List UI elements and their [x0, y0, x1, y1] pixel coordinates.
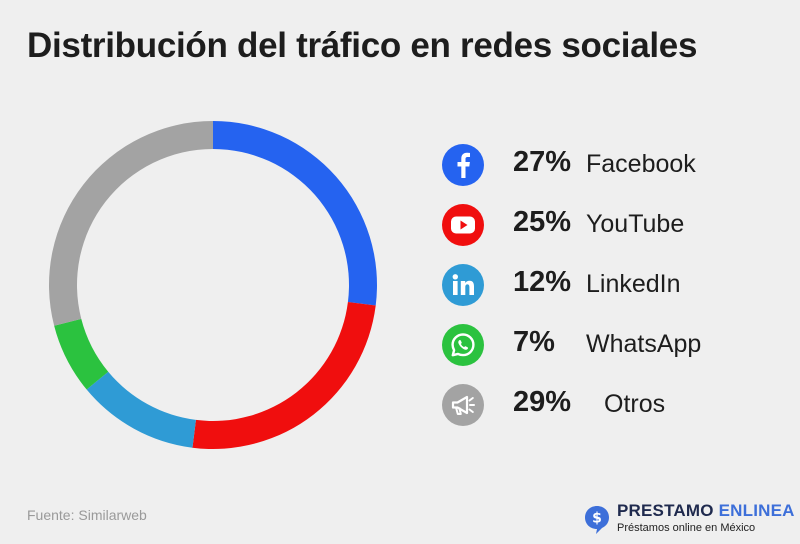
megaphone-icon	[442, 384, 484, 426]
brand-name: PRESTAMO ENLINEA	[617, 501, 795, 521]
donut-chart	[48, 121, 377, 449]
legend-value-whatsapp: 7%	[513, 326, 555, 358]
brand-name-part1: PRESTAMO	[617, 501, 714, 520]
legend-label-youtube: YouTube	[586, 210, 685, 238]
legend-item-facebook: 27% Facebook	[440, 138, 780, 198]
chart-title: Distribución del tráfico en redes social…	[27, 26, 698, 65]
donut-slice-whatsapp	[54, 318, 109, 390]
brand-logo: $ PRESTAMO ENLINEA Préstamos online en M…	[583, 500, 795, 540]
linkedin-icon	[442, 264, 484, 306]
brand-name-part2: ENLINEA	[718, 501, 795, 520]
legend-item-linkedin: 12% LinkedIn	[440, 258, 780, 318]
legend-value-linkedin: 12%	[513, 266, 572, 298]
donut-slice-linkedin	[86, 371, 196, 448]
dollar-bubble-icon: $	[585, 506, 609, 534]
source-note: Fuente: Similarweb	[27, 507, 147, 523]
whatsapp-icon	[442, 324, 484, 366]
donut-slice-youtube	[192, 302, 376, 449]
facebook-icon	[442, 144, 484, 186]
legend-value-youtube: 25%	[513, 206, 572, 238]
legend-item-youtube: 25% YouTube	[440, 198, 780, 258]
legend-item-otros: 29% Otros	[440, 378, 780, 438]
donut-slice-facebook	[213, 121, 377, 306]
legend-item-whatsapp: 7% WhatsApp	[440, 318, 780, 378]
legend-label-otros: Otros	[604, 390, 666, 418]
legend-label-facebook: Facebook	[586, 150, 696, 178]
donut-slice-otros	[48, 121, 213, 326]
brand-tagline: Préstamos online en México	[617, 522, 756, 534]
legend-value-otros: 29%	[513, 386, 572, 418]
legend-label-whatsapp: WhatsApp	[586, 330, 702, 358]
legend: 27% Facebook 25% YouTube 12% LinkedIn	[440, 138, 780, 438]
legend-label-linkedin: LinkedIn	[586, 270, 681, 298]
legend-value-facebook: 27%	[513, 146, 572, 178]
youtube-icon	[442, 204, 484, 246]
svg-text:$: $	[592, 511, 602, 527]
